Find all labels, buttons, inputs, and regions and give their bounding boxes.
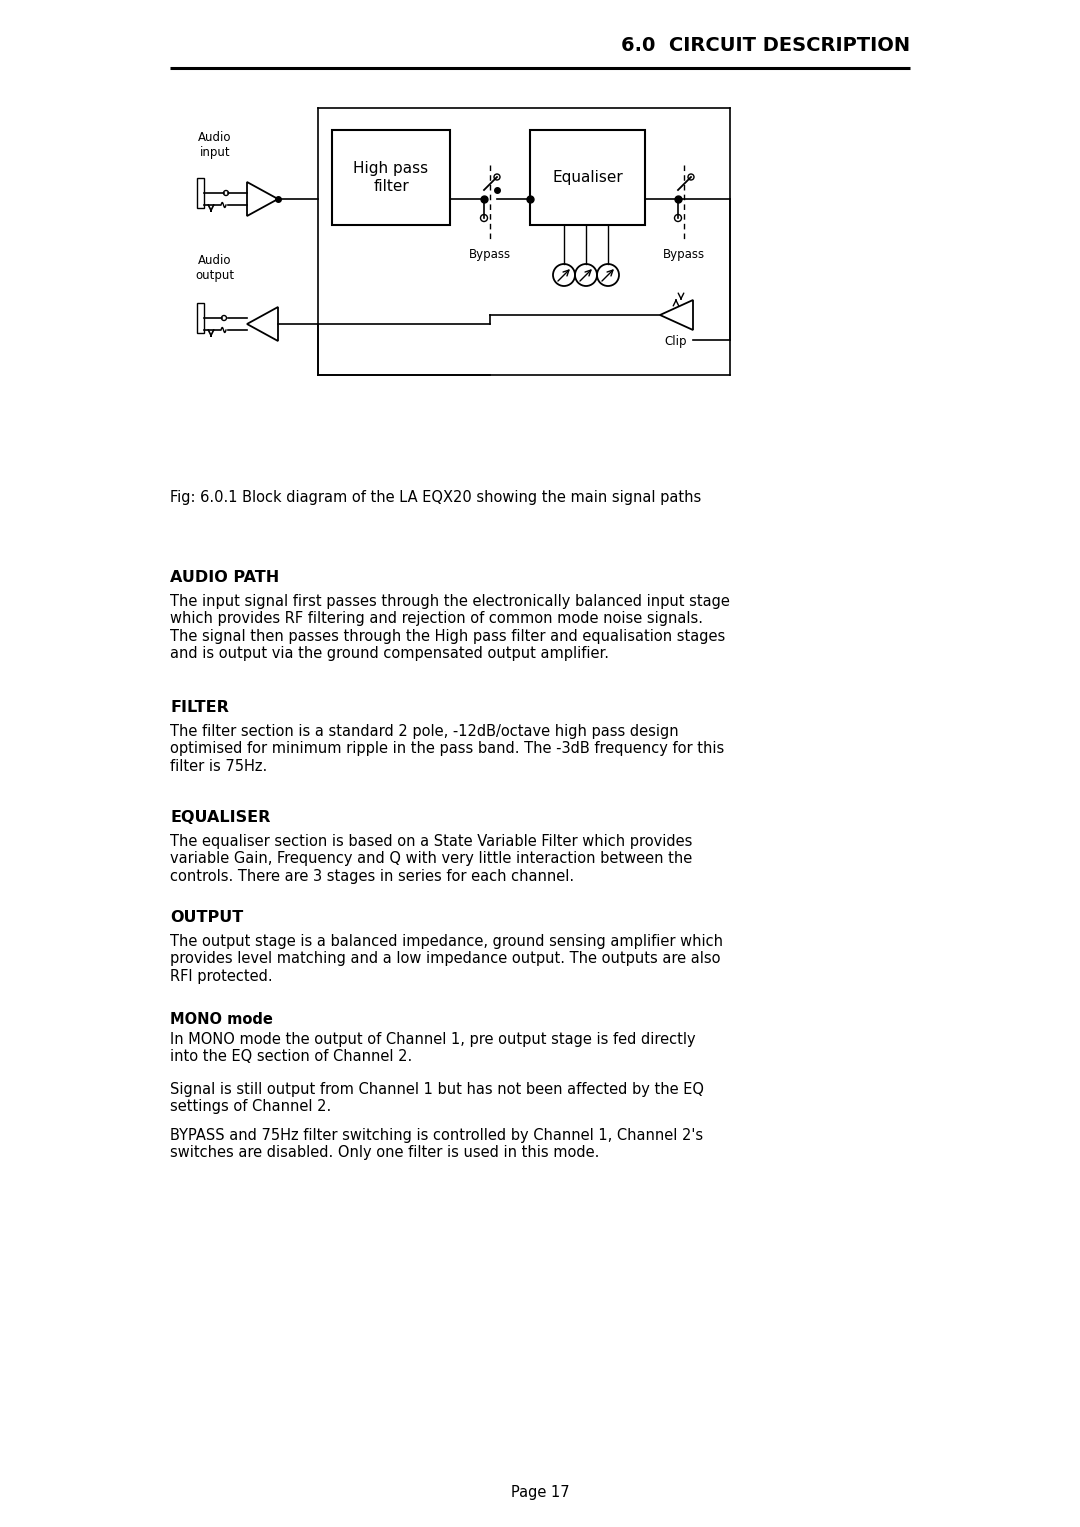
Bar <box>197 302 204 333</box>
Text: FILTER: FILTER <box>170 699 229 715</box>
Bar <box>530 130 645 224</box>
Text: BYPASS and 75Hz filter switching is controlled by Channel 1, Channel 2's
switche: BYPASS and 75Hz filter switching is cont… <box>170 1128 703 1161</box>
Text: Signal is still output from Channel 1 but has not been affected by the EQ
settin: Signal is still output from Channel 1 bu… <box>170 1083 704 1115</box>
Text: Fig: 6.0.1 Block diagram of the LA EQX20 showing the main signal paths: Fig: 6.0.1 Block diagram of the LA EQX20… <box>170 490 701 505</box>
Text: 6.0  CIRCUIT DESCRIPTION: 6.0 CIRCUIT DESCRIPTION <box>621 37 910 55</box>
Text: Page 17: Page 17 <box>511 1484 569 1500</box>
Bar <box>332 130 450 224</box>
Text: Equaliser: Equaliser <box>552 169 623 185</box>
Text: The output stage is a balanced impedance, ground sensing amplifier which
provide: The output stage is a balanced impedance… <box>170 935 723 983</box>
Text: Audio
output: Audio output <box>195 253 234 282</box>
Text: MONO mode: MONO mode <box>170 1012 273 1028</box>
Text: OUTPUT: OUTPUT <box>170 910 243 925</box>
Text: The equaliser section is based on a State Variable Filter which provides
variabl: The equaliser section is based on a Stat… <box>170 834 692 884</box>
Text: Bypass: Bypass <box>469 247 511 261</box>
Text: EQUALISER: EQUALISER <box>170 809 270 825</box>
Text: Clip: Clip <box>665 334 687 348</box>
Text: AUDIO PATH: AUDIO PATH <box>170 570 280 585</box>
Text: Bypass: Bypass <box>663 247 705 261</box>
Text: The filter section is a standard 2 pole, -12dB/octave high pass design
optimised: The filter section is a standard 2 pole,… <box>170 724 725 774</box>
Text: In MONO mode the output of Channel 1, pre output stage is fed directly
into the : In MONO mode the output of Channel 1, pr… <box>170 1032 696 1064</box>
Bar <box>197 179 204 208</box>
Text: Audio
input: Audio input <box>199 131 232 159</box>
Text: High pass
filter: High pass filter <box>353 162 429 194</box>
Text: The input signal first passes through the electronically balanced input stage
wh: The input signal first passes through th… <box>170 594 730 661</box>
